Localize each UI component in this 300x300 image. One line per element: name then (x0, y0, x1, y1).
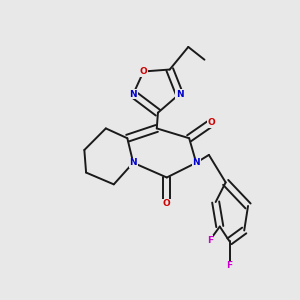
Text: F: F (226, 261, 232, 270)
Text: N: N (192, 158, 200, 167)
Text: N: N (129, 90, 137, 99)
Text: N: N (129, 158, 137, 167)
Text: N: N (176, 90, 183, 99)
Text: O: O (163, 200, 171, 208)
Text: O: O (208, 118, 216, 127)
Text: F: F (207, 236, 213, 245)
Text: O: O (140, 67, 147, 76)
